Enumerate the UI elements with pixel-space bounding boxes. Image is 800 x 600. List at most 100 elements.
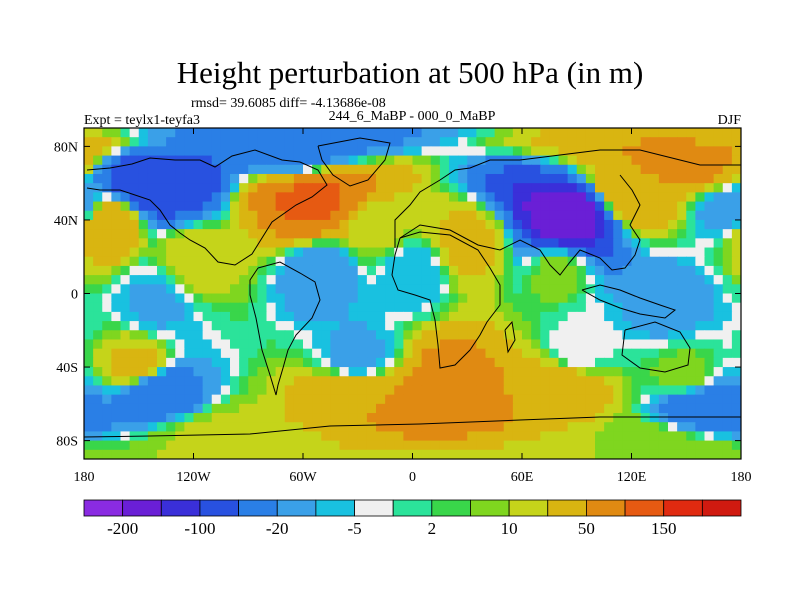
- field-cell: [193, 357, 204, 368]
- field-cell: [558, 321, 569, 331]
- field-cell: [613, 137, 623, 147]
- field-cell: [120, 330, 131, 341]
- field-cell: [84, 440, 94, 451]
- field-cell: [412, 403, 423, 414]
- field-cell: [120, 238, 131, 249]
- field-cell: [129, 302, 140, 313]
- field-cell: [157, 173, 167, 184]
- field-cell: [321, 155, 331, 166]
- field-cell: [184, 137, 195, 147]
- field-cell: [220, 293, 231, 304]
- field-cell: [558, 275, 569, 285]
- field-cell: [512, 284, 523, 295]
- height-field: [84, 128, 741, 459]
- field-cell: [403, 256, 414, 267]
- field-cell: [722, 403, 733, 414]
- field-cell: [102, 367, 112, 377]
- field-cell: [202, 394, 213, 405]
- field-cell: [658, 330, 669, 341]
- field-cell: [175, 367, 185, 377]
- field-cell: [476, 284, 487, 295]
- field-cell: [403, 219, 414, 230]
- field-cell: [175, 293, 185, 304]
- field-cell: [321, 385, 331, 396]
- field-cell: [467, 413, 477, 423]
- field-cell: [376, 229, 386, 239]
- field-cell: [257, 201, 268, 212]
- field-cell: [585, 357, 596, 368]
- field-cell: [84, 128, 94, 138]
- field-cell: [376, 247, 386, 258]
- field-cell: [157, 293, 167, 304]
- field-cell: [394, 440, 404, 451]
- field-cell: [385, 247, 395, 258]
- field-cell: [567, 302, 578, 313]
- field-cell: [704, 376, 715, 387]
- field-cell: [129, 155, 140, 166]
- field-cell: [166, 422, 176, 433]
- field-cell: [503, 449, 514, 459]
- field-cell: [275, 431, 286, 442]
- field-cell: [449, 348, 459, 359]
- field-cell: [376, 367, 386, 377]
- field-cell: [631, 155, 642, 166]
- field-cell: [220, 422, 231, 433]
- field-cell: [686, 422, 696, 433]
- field-cell: [622, 284, 633, 295]
- field-cell: [649, 210, 660, 221]
- field-cell: [385, 210, 395, 221]
- field-cell: [585, 192, 596, 203]
- field-cell: [366, 155, 377, 166]
- field-cell: [567, 219, 578, 230]
- field-cell: [503, 164, 514, 175]
- field-cell: [549, 284, 560, 295]
- field-cell: [248, 155, 258, 166]
- field-cell: [339, 229, 350, 239]
- field-cell: [193, 376, 204, 387]
- field-cell: [357, 173, 368, 184]
- field-cell: [585, 302, 596, 313]
- field-cell: [211, 403, 222, 414]
- field-cell: [138, 192, 149, 203]
- field-cell: [622, 339, 633, 350]
- field-cell: [439, 201, 450, 212]
- field-cell: [275, 302, 286, 313]
- field-cell: [120, 449, 131, 459]
- field-cell: [394, 164, 404, 175]
- field-cell: [421, 219, 432, 230]
- field-cell: [366, 413, 377, 423]
- field-cell: [695, 357, 706, 368]
- field-cell: [412, 431, 423, 442]
- field-cell: [175, 201, 185, 212]
- field-cell: [458, 155, 468, 166]
- field-cell: [147, 385, 158, 396]
- field-cell: [439, 284, 450, 295]
- field-cell: [731, 321, 741, 331]
- field-cell: [558, 385, 569, 396]
- field-cell: [604, 330, 614, 341]
- field-cell: [284, 256, 295, 267]
- field-cell: [558, 449, 569, 459]
- field-cell: [713, 357, 724, 368]
- field-cell: [704, 385, 715, 396]
- field-cell: [266, 164, 277, 175]
- field-cell: [449, 293, 459, 304]
- field-cell: [467, 183, 477, 193]
- field-cell: [266, 348, 277, 359]
- field-cell: [604, 422, 614, 433]
- field-cell: [604, 339, 614, 350]
- field-cell: [622, 293, 633, 304]
- field-cell: [312, 449, 322, 459]
- field-cell: [531, 311, 541, 322]
- field-cell: [84, 137, 94, 147]
- field-cell: [512, 183, 523, 193]
- field-cell: [293, 155, 304, 166]
- field-cell: [220, 284, 231, 295]
- field-cell: [439, 413, 450, 423]
- field-cell: [576, 256, 587, 267]
- field-cell: [631, 256, 642, 267]
- field-cell: [157, 256, 167, 267]
- field-cell: [184, 210, 195, 221]
- field-cell: [248, 173, 258, 184]
- field-cell: [421, 385, 432, 396]
